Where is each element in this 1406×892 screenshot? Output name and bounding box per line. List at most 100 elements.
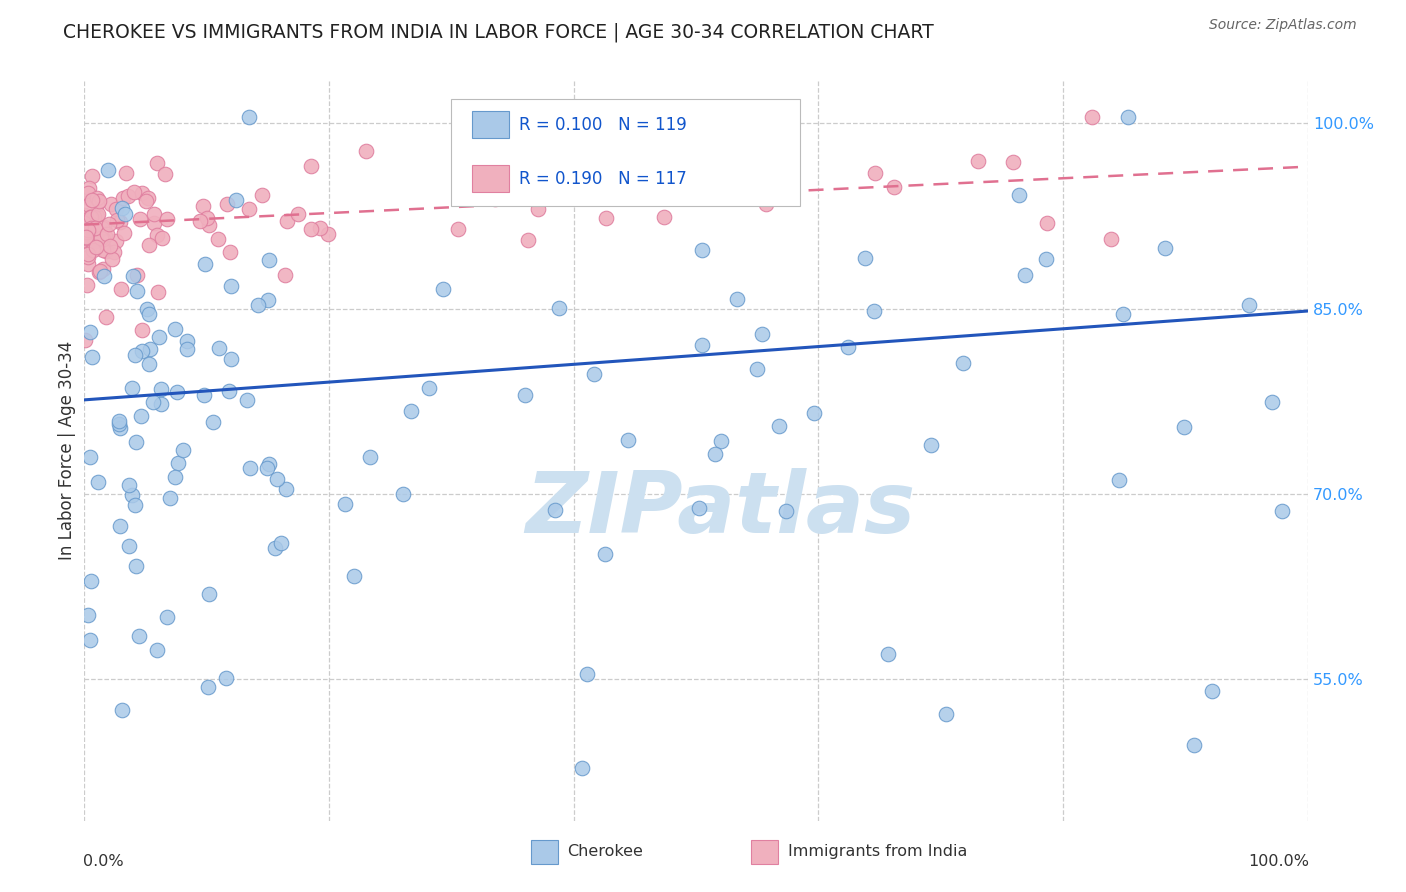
Point — [146, 155, 169, 169]
Point — [256, 293, 278, 307]
Point — [652, 111, 675, 125]
Point — [418, 381, 440, 395]
Point — [755, 196, 778, 211]
Point — [751, 327, 773, 342]
Point — [582, 367, 605, 381]
Point — [197, 680, 219, 694]
Point — [207, 232, 229, 246]
Point — [745, 362, 768, 376]
Point — [725, 293, 748, 307]
Point — [79, 450, 101, 465]
Point — [176, 334, 198, 349]
Text: 0.0%: 0.0% — [83, 854, 124, 869]
Point — [77, 197, 100, 211]
Point — [217, 197, 239, 211]
Point — [148, 329, 170, 343]
FancyBboxPatch shape — [451, 99, 800, 206]
Point — [1036, 216, 1059, 230]
Point — [264, 541, 287, 556]
Point — [333, 497, 356, 511]
Point — [690, 338, 713, 352]
Point — [79, 219, 101, 234]
Point — [146, 227, 169, 242]
Point — [188, 214, 211, 228]
Point — [1261, 395, 1284, 409]
Point — [883, 179, 905, 194]
Point — [80, 210, 103, 224]
Point — [316, 227, 339, 242]
Point — [80, 193, 103, 207]
Point — [952, 356, 974, 370]
Point — [77, 247, 100, 261]
Point — [156, 212, 179, 227]
Point — [89, 265, 111, 279]
Point — [77, 608, 100, 623]
Point — [124, 498, 146, 512]
Point — [1008, 188, 1031, 202]
Point — [86, 191, 108, 205]
Point — [77, 186, 100, 200]
Point — [112, 191, 135, 205]
Point — [131, 323, 153, 337]
Point — [142, 395, 165, 409]
Point — [143, 216, 166, 230]
Point — [82, 351, 104, 365]
Point — [201, 415, 224, 429]
Point — [276, 214, 298, 228]
Point — [308, 220, 330, 235]
Point — [239, 460, 262, 475]
Point — [86, 209, 108, 223]
Point — [138, 307, 160, 321]
Point — [83, 210, 105, 224]
Point — [82, 239, 104, 253]
Point — [73, 233, 96, 247]
Point — [84, 231, 107, 245]
Point — [80, 211, 103, 226]
Point — [77, 217, 100, 231]
Point — [73, 333, 96, 347]
Point — [129, 409, 152, 423]
Point — [163, 322, 186, 336]
Point — [91, 221, 114, 235]
Point — [80, 221, 103, 235]
Point — [299, 159, 322, 173]
Point — [75, 216, 97, 230]
Point — [108, 414, 131, 428]
Point — [104, 235, 127, 249]
Point — [343, 568, 366, 582]
Point — [121, 381, 143, 395]
Point — [703, 447, 725, 461]
Point — [692, 243, 714, 257]
Point — [149, 397, 172, 411]
Point — [135, 194, 157, 209]
Point — [80, 210, 103, 224]
Point — [1099, 232, 1122, 246]
Point — [219, 279, 242, 293]
Point — [131, 186, 153, 201]
Point — [266, 472, 288, 486]
Point — [129, 211, 152, 226]
Point — [1182, 739, 1205, 753]
Point — [79, 632, 101, 647]
Point — [90, 231, 112, 245]
Point — [80, 574, 103, 589]
Point — [1173, 419, 1195, 434]
Point — [218, 384, 240, 398]
Point — [94, 244, 117, 258]
Point — [93, 268, 115, 283]
Point — [595, 211, 617, 225]
Point — [593, 547, 616, 561]
Point — [98, 217, 121, 231]
Point — [863, 166, 886, 180]
Point — [1035, 252, 1057, 266]
Point — [270, 536, 292, 550]
Point — [176, 342, 198, 356]
Point — [94, 229, 117, 244]
Point — [159, 491, 181, 505]
Point — [79, 210, 101, 224]
Point — [100, 197, 122, 211]
Point — [73, 231, 96, 245]
Point — [77, 257, 100, 271]
Point — [77, 223, 100, 237]
Point — [526, 202, 548, 216]
